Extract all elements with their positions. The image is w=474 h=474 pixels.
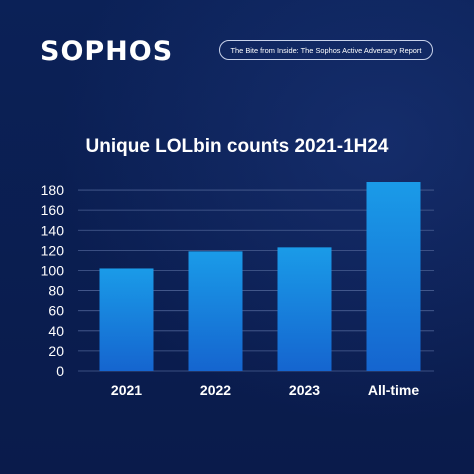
y-tick-label: 60	[48, 303, 64, 319]
x-tick-label: 2022	[200, 382, 231, 398]
y-tick-label: 40	[48, 323, 64, 339]
bar-all-time	[366, 182, 421, 371]
y-tick-label: 80	[48, 283, 64, 299]
bar-2021	[99, 268, 154, 371]
y-tick-label: 100	[41, 262, 65, 278]
x-tick-label: 2023	[289, 382, 320, 398]
x-tick-label: All-time	[368, 382, 420, 398]
y-tick-label: 120	[41, 242, 65, 258]
chart-title: Unique LOLbin counts 2021-1H24	[85, 136, 389, 157]
bar-2022	[188, 251, 243, 371]
report-title-badge: The Bite from Inside: The Sophos Active …	[219, 40, 433, 60]
report-title-text: The Bite from Inside: The Sophos Active …	[230, 45, 422, 55]
y-tick-label: 140	[41, 222, 65, 238]
y-tick-label: 180	[41, 182, 65, 198]
y-tick-label: 160	[41, 202, 65, 218]
y-tick-label: 20	[48, 343, 64, 359]
x-tick-label: 2021	[111, 382, 142, 398]
sophos-logo: SOPHOS	[40, 36, 174, 67]
y-tick-label: 0	[56, 363, 64, 379]
bar-2023	[277, 247, 332, 371]
